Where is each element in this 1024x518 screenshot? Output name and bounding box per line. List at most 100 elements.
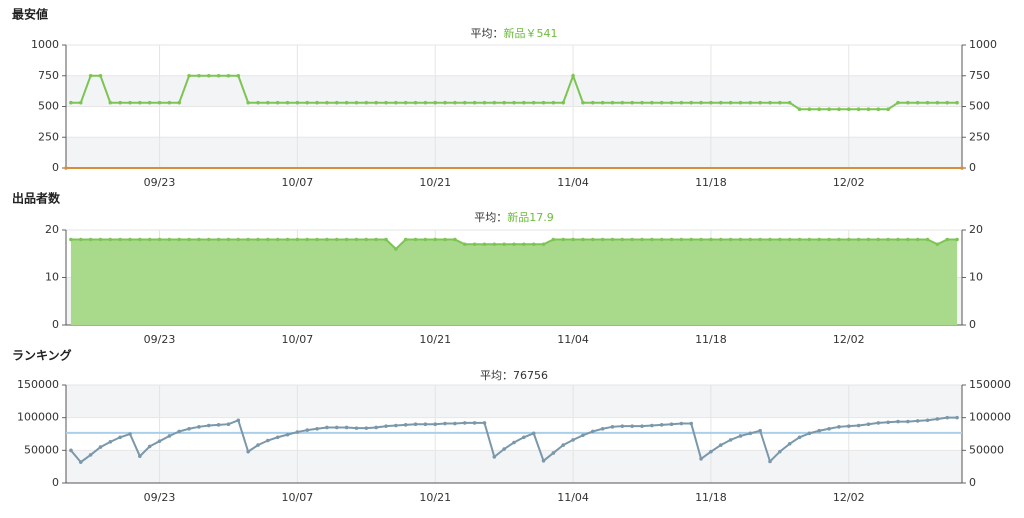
point xyxy=(797,435,802,440)
point xyxy=(226,73,231,78)
point xyxy=(187,426,191,431)
point xyxy=(846,237,851,242)
point xyxy=(482,421,487,425)
point xyxy=(147,237,152,242)
point xyxy=(128,237,132,242)
point xyxy=(108,440,113,444)
point xyxy=(315,426,319,431)
point xyxy=(561,100,566,105)
point xyxy=(443,100,447,105)
point xyxy=(640,237,644,242)
point xyxy=(492,100,497,105)
point xyxy=(88,73,93,78)
point xyxy=(807,431,812,436)
point xyxy=(679,237,684,242)
point xyxy=(817,237,822,242)
point xyxy=(571,438,575,442)
point xyxy=(955,237,959,242)
point xyxy=(581,237,585,242)
chart-title: 最安値 xyxy=(12,7,48,22)
point xyxy=(226,237,231,242)
point xyxy=(778,449,782,454)
point xyxy=(364,100,369,105)
y2-tick-label: 50000 xyxy=(969,443,1004,456)
point xyxy=(118,237,122,242)
point xyxy=(797,237,802,242)
point xyxy=(541,100,546,105)
point xyxy=(590,100,595,105)
y2-tick-label: 500 xyxy=(969,100,990,113)
x-tick-label: 12/02 xyxy=(833,176,865,189)
point xyxy=(906,100,910,105)
point xyxy=(896,237,900,242)
point xyxy=(728,237,733,242)
point xyxy=(659,423,664,427)
point xyxy=(187,73,191,78)
point xyxy=(472,421,477,425)
point xyxy=(472,242,477,247)
point xyxy=(768,237,772,242)
point xyxy=(659,237,664,242)
point xyxy=(551,237,556,242)
point xyxy=(915,100,920,105)
point xyxy=(187,237,191,242)
point xyxy=(482,100,487,105)
point xyxy=(138,454,142,459)
point xyxy=(344,100,349,105)
point xyxy=(689,237,694,242)
point xyxy=(413,237,418,242)
point xyxy=(748,100,753,105)
point xyxy=(679,421,684,426)
point xyxy=(846,107,851,112)
point xyxy=(197,73,201,78)
point xyxy=(728,438,733,442)
point xyxy=(482,242,487,247)
point xyxy=(69,448,73,453)
point xyxy=(256,443,260,447)
point xyxy=(610,425,615,429)
point xyxy=(718,237,723,242)
point xyxy=(354,100,359,105)
subtitle-prefix: 平均： xyxy=(471,27,504,40)
point xyxy=(837,425,841,429)
point xyxy=(758,237,762,242)
point xyxy=(413,100,418,105)
point xyxy=(236,418,241,423)
point xyxy=(433,237,438,242)
point xyxy=(541,242,546,247)
point xyxy=(226,422,231,427)
point xyxy=(699,457,703,461)
y-tick-label: 50000 xyxy=(24,443,59,456)
point xyxy=(758,100,762,105)
point xyxy=(394,423,398,428)
point xyxy=(285,432,290,437)
chart-subtitle: 平均：新品17.9 xyxy=(474,210,554,224)
point xyxy=(945,100,950,105)
point xyxy=(768,459,772,464)
point xyxy=(128,432,132,436)
y-tick-label: 0 xyxy=(52,318,59,331)
plot-band xyxy=(66,450,962,483)
point xyxy=(206,423,211,428)
point xyxy=(551,100,556,105)
point xyxy=(797,107,802,112)
point xyxy=(167,434,172,438)
chart-subtitle: 平均：新品￥541 xyxy=(471,26,558,40)
point xyxy=(925,418,930,423)
point xyxy=(403,237,408,242)
point xyxy=(925,100,930,105)
point xyxy=(522,100,526,105)
point xyxy=(266,237,270,242)
point xyxy=(443,421,447,426)
x-tick-label: 10/07 xyxy=(282,176,314,189)
point xyxy=(640,424,644,428)
point xyxy=(955,415,959,420)
point xyxy=(531,431,536,436)
chart-subtitle: 平均：76756 xyxy=(480,369,548,382)
point xyxy=(177,429,182,434)
point xyxy=(364,237,369,242)
point xyxy=(334,100,339,105)
point xyxy=(108,237,113,242)
point xyxy=(699,100,703,105)
point xyxy=(571,73,575,78)
